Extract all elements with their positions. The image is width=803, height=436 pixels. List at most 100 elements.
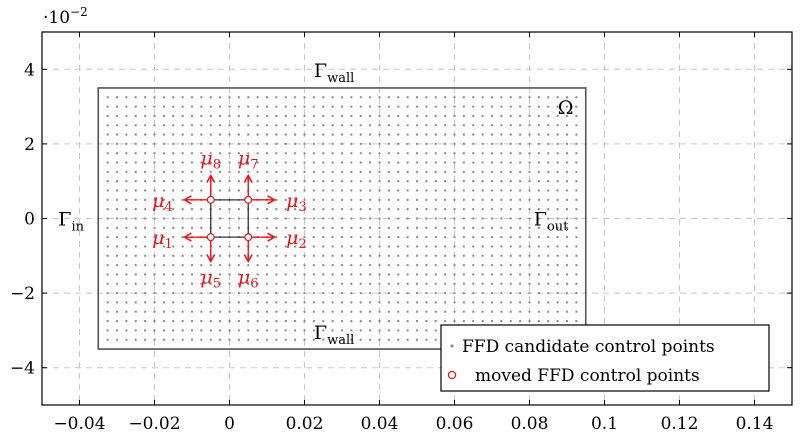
candidate-point bbox=[162, 338, 166, 341]
candidate-point bbox=[518, 142, 522, 146]
candidate-point bbox=[500, 105, 503, 108]
candidate-point bbox=[406, 96, 409, 99]
candidate-point bbox=[359, 198, 362, 202]
candidate-point bbox=[528, 301, 531, 304]
candidate-point bbox=[153, 208, 156, 211]
candidate-point bbox=[453, 133, 456, 136]
y-tick-label: 0 bbox=[24, 210, 35, 230]
candidate-point bbox=[181, 245, 184, 248]
axis-multiplier: ·10−2 bbox=[43, 5, 88, 28]
candidate-point bbox=[284, 329, 287, 332]
candidate-point bbox=[115, 189, 119, 192]
candidate-point bbox=[397, 152, 400, 155]
candidate-point bbox=[153, 96, 156, 99]
candidate-point bbox=[256, 282, 259, 285]
candidate-point bbox=[312, 310, 316, 313]
candidate-point bbox=[115, 263, 119, 267]
candidate-point bbox=[359, 319, 362, 323]
candidate-point bbox=[172, 282, 175, 285]
candidate-point bbox=[547, 170, 550, 174]
candidate-point bbox=[340, 114, 344, 118]
candidate-point bbox=[228, 189, 231, 192]
candidate-point bbox=[378, 96, 381, 99]
candidate-point bbox=[265, 291, 269, 295]
candidate-point bbox=[331, 236, 334, 239]
candidate-point bbox=[462, 142, 466, 146]
candidate-point bbox=[143, 245, 147, 248]
candidate-point bbox=[434, 236, 437, 239]
candidate-point bbox=[387, 291, 391, 295]
candidate-point bbox=[368, 142, 372, 146]
candidate-point bbox=[340, 133, 344, 136]
candidate-point bbox=[500, 189, 503, 192]
candidate-point bbox=[565, 152, 569, 155]
candidate-point bbox=[247, 124, 250, 127]
candidate-point bbox=[153, 189, 156, 192]
candidate-point bbox=[547, 152, 550, 155]
candidate-point bbox=[172, 133, 175, 136]
candidate-point bbox=[575, 282, 578, 285]
candidate-point bbox=[134, 245, 137, 248]
candidate-point bbox=[406, 263, 409, 267]
candidate-point bbox=[303, 170, 306, 174]
candidate-point bbox=[368, 338, 372, 341]
candidate-point bbox=[190, 254, 194, 257]
candidate-point bbox=[284, 133, 287, 136]
candidate-point bbox=[172, 310, 175, 313]
candidate-point bbox=[265, 170, 269, 174]
candidate-point bbox=[453, 152, 456, 155]
candidate-point bbox=[368, 301, 372, 304]
candidate-point bbox=[322, 133, 325, 136]
candidate-point bbox=[378, 124, 381, 127]
candidate-point bbox=[359, 254, 362, 257]
candidate-point bbox=[275, 245, 278, 248]
candidate-point bbox=[397, 282, 400, 285]
candidate-point bbox=[106, 217, 109, 220]
candidate-point bbox=[565, 226, 569, 229]
candidate-point bbox=[228, 124, 231, 127]
candidate-point bbox=[537, 245, 541, 248]
candidate-point bbox=[153, 161, 156, 164]
candidate-point bbox=[443, 254, 447, 257]
candidate-point bbox=[397, 170, 400, 174]
candidate-point bbox=[472, 263, 475, 267]
candidate-point bbox=[472, 152, 475, 155]
candidate-point bbox=[143, 105, 147, 108]
candidate-point bbox=[415, 96, 419, 99]
candidate-point bbox=[322, 105, 325, 108]
candidate-point bbox=[406, 208, 409, 211]
candidate-point bbox=[303, 282, 306, 285]
candidate-point bbox=[284, 96, 287, 99]
candidate-point bbox=[209, 161, 212, 164]
candidate-point bbox=[500, 291, 503, 295]
candidate-point bbox=[134, 310, 137, 313]
candidate-point bbox=[134, 291, 137, 295]
candidate-point bbox=[406, 273, 409, 276]
candidate-point bbox=[153, 291, 156, 295]
candidate-point bbox=[462, 133, 466, 136]
candidate-point bbox=[331, 161, 334, 164]
candidate-point bbox=[275, 310, 278, 313]
candidate-point bbox=[256, 329, 259, 332]
candidate-point bbox=[518, 180, 522, 183]
candidate-point bbox=[528, 217, 531, 220]
candidate-point bbox=[547, 105, 550, 108]
candidate-point bbox=[134, 133, 137, 136]
candidate-point bbox=[387, 310, 391, 313]
candidate-point bbox=[434, 301, 437, 304]
candidate-point bbox=[537, 114, 541, 118]
candidate-point bbox=[237, 217, 241, 220]
candidate-point bbox=[293, 329, 297, 332]
candidate-point bbox=[209, 133, 212, 136]
candidate-point bbox=[115, 105, 119, 108]
candidate-point bbox=[303, 142, 306, 146]
candidate-point bbox=[397, 245, 400, 248]
candidate-point bbox=[303, 254, 306, 257]
candidate-point bbox=[378, 142, 381, 146]
candidate-point bbox=[275, 319, 278, 323]
candidate-point bbox=[434, 217, 437, 220]
candidate-point bbox=[575, 142, 578, 146]
candidate-point bbox=[528, 189, 531, 192]
candidate-point bbox=[312, 263, 316, 267]
candidate-point bbox=[228, 105, 231, 108]
